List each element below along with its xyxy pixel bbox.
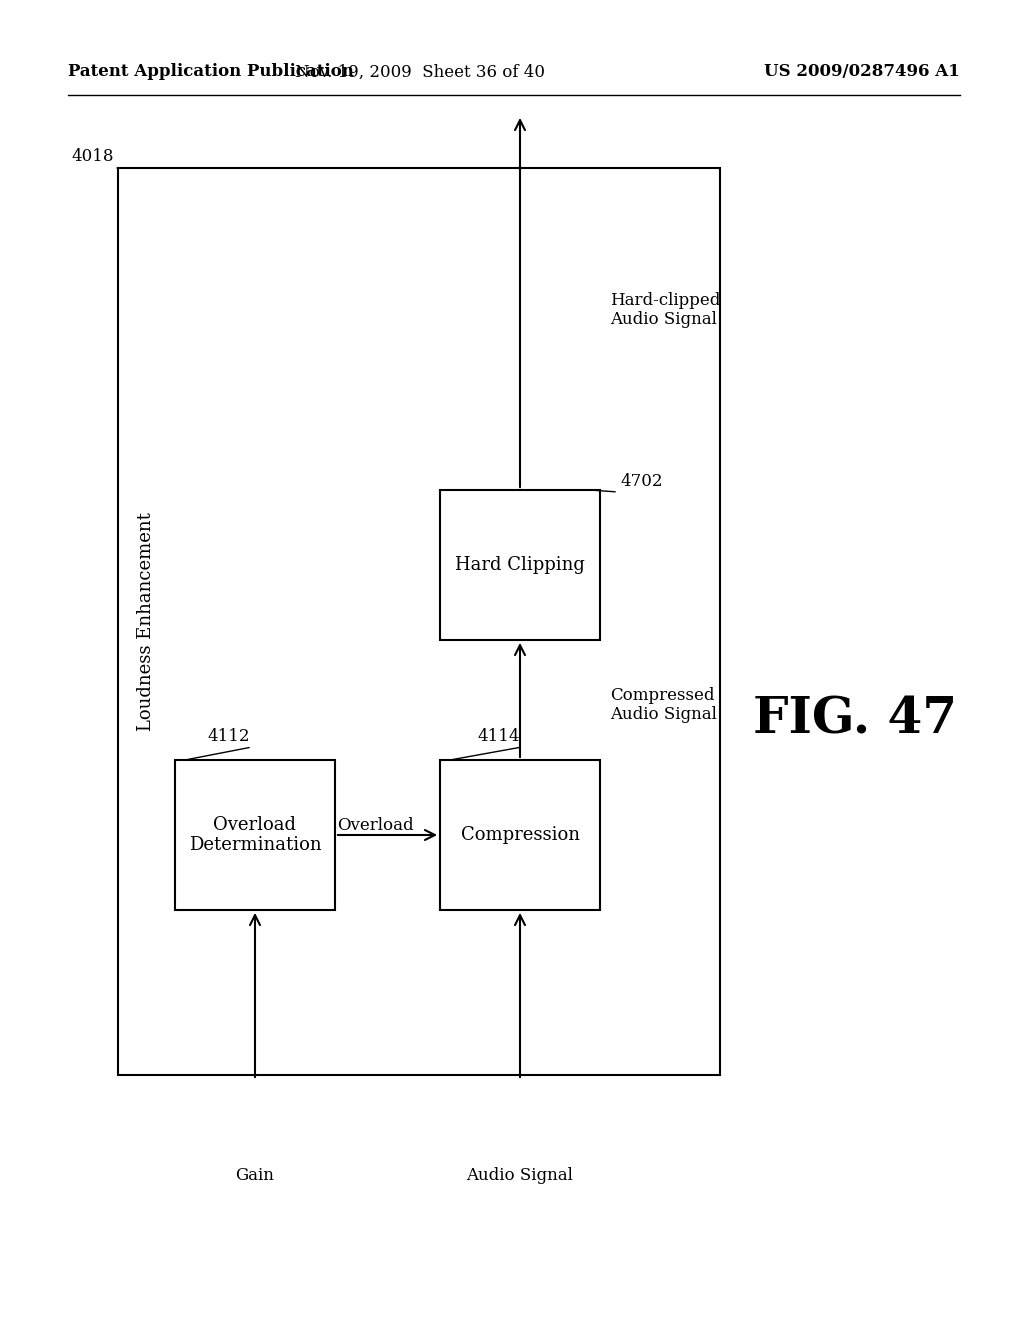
Text: 4018: 4018 <box>72 148 114 165</box>
Bar <box>440 760 600 909</box>
Bar <box>118 168 720 1074</box>
Text: Audio Signal: Audio Signal <box>467 1167 573 1184</box>
Bar <box>440 490 600 640</box>
Text: 4112: 4112 <box>208 729 250 744</box>
Bar <box>175 760 335 909</box>
Text: Nov. 19, 2009  Sheet 36 of 40: Nov. 19, 2009 Sheet 36 of 40 <box>295 63 545 81</box>
Text: Overload: Overload <box>337 817 414 833</box>
Text: Overload
Determination: Overload Determination <box>188 816 322 854</box>
Text: 4702: 4702 <box>620 473 663 490</box>
Text: Hard-clipped
Audio Signal: Hard-clipped Audio Signal <box>610 292 720 329</box>
Text: US 2009/0287496 A1: US 2009/0287496 A1 <box>764 63 961 81</box>
Text: Compressed
Audio Signal: Compressed Audio Signal <box>610 686 717 723</box>
Text: Loudness Enhancement: Loudness Enhancement <box>137 512 155 731</box>
Text: Patent Application Publication: Patent Application Publication <box>68 63 354 81</box>
Text: FIG. 47: FIG. 47 <box>753 696 957 744</box>
Text: Hard Clipping: Hard Clipping <box>455 556 585 574</box>
Text: Compression: Compression <box>461 826 580 843</box>
Text: Gain: Gain <box>236 1167 274 1184</box>
Text: 4114: 4114 <box>477 729 520 744</box>
